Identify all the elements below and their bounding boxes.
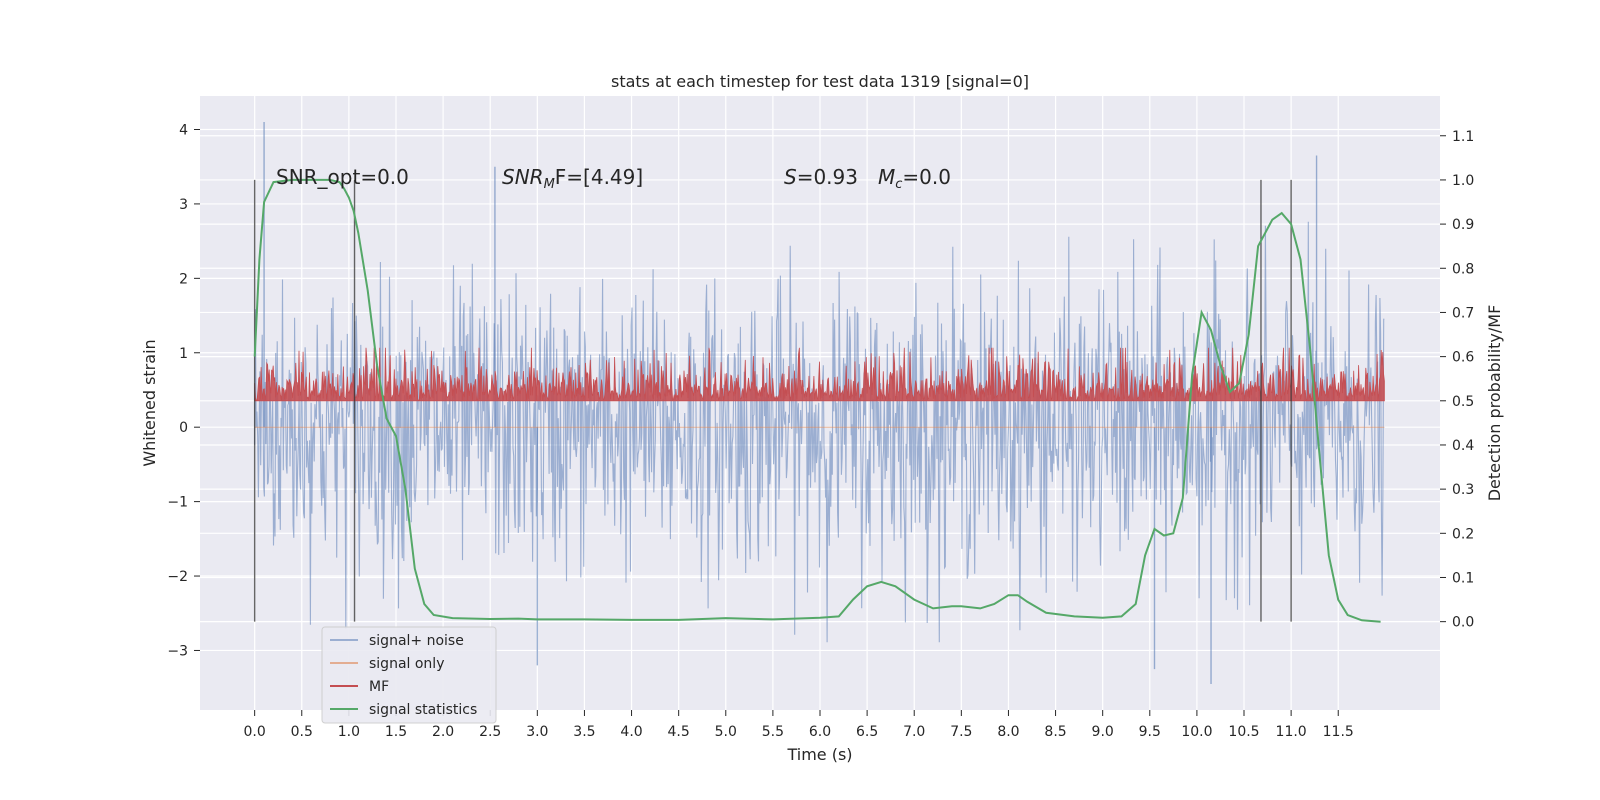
x-axis-label: Time (s)	[786, 745, 852, 764]
y-tick-label: 2	[179, 271, 188, 287]
vertical-markers	[253, 179, 1292, 622]
y-tick-label: 0	[179, 420, 188, 436]
y-axis-label: Whitened strain	[140, 339, 159, 466]
x-tick-label: 11.5	[1323, 724, 1354, 740]
y2-tick-label: 0.5	[1452, 394, 1474, 410]
legend: signal+ noise signal only MF signal stat…	[321, 626, 497, 724]
x-tick-label: 9.0	[1092, 724, 1114, 740]
y-tick-label: −2	[167, 569, 188, 585]
x-tick-label: 3.0	[526, 724, 548, 740]
y-tick-label: −1	[167, 495, 188, 511]
x-tick-label: 2.5	[479, 724, 501, 740]
x-tick-label: 5.5	[762, 724, 784, 740]
y2-tick-label: 1.0	[1452, 173, 1474, 189]
x-tick-label: 7.0	[903, 724, 925, 740]
annotation-mc: Mc=0.0	[878, 165, 951, 192]
x-tick-label: 5.0	[715, 724, 737, 740]
y-tick-label: 3	[179, 197, 188, 213]
x-tick-label: 10.5	[1228, 724, 1259, 740]
x-tick-label: 4.5	[668, 724, 690, 740]
x-tick-label: 10.0	[1181, 724, 1212, 740]
y-axis-right: 0.0 0.1 0.2 0.3 0.4 0.5 0.6 0.7 0.8 0.9 1.0 1.1	[1440, 129, 1474, 631]
signal-statistics-line	[253, 178, 1381, 623]
y-tick-label: 4	[179, 122, 188, 138]
legend-label-mf: MF	[369, 679, 389, 695]
x-tick-label: 11.0	[1276, 724, 1307, 740]
y-axis-left: −3 −2 −1 0 1 2 3 4	[167, 122, 200, 659]
y2-axis-label: Detection probability/MF	[1485, 305, 1504, 502]
signal-noise-line	[254, 221, 1385, 643]
y2-tick-label: 0.0	[1452, 615, 1474, 631]
mf-series	[254, 347, 1385, 402]
legend-label-signal-statistics: signal statistics	[369, 702, 477, 718]
y2-tick-label: 0.4	[1452, 438, 1474, 454]
x-tick-label: 1.0	[338, 724, 360, 740]
x-tick-label: 6.0	[809, 724, 831, 740]
x-tick-label: 8.5	[1044, 724, 1066, 740]
legend-label-signal-only: signal only	[369, 656, 444, 672]
legend-label-signal-noise: signal+ noise	[369, 633, 464, 649]
x-tick-label: 9.5	[1139, 724, 1161, 740]
x-tick-label: 2.0	[432, 724, 454, 740]
x-tick-label: 3.5	[573, 724, 595, 740]
y2-tick-label: 0.8	[1452, 261, 1474, 277]
y2-tick-label: 0.2	[1452, 526, 1474, 542]
x-tick-label: 0.0	[244, 724, 266, 740]
mf-line	[254, 347, 1385, 402]
y2-tick-label: 0.6	[1452, 350, 1474, 366]
x-tick-label: 8.0	[997, 724, 1019, 740]
annotation-s: S=0.93	[784, 165, 858, 189]
x-tick-label: 4.0	[620, 724, 642, 740]
legend-box	[321, 626, 497, 724]
x-axis: 0.0 0.5 1.0 1.5 2.0 2.5 3.0 3.5 4.0 4.5 5.0 5.5 6.0 6…	[244, 710, 1354, 740]
y2-tick-label: 0.1	[1452, 570, 1474, 586]
annotation-snr-opt: SNR_opt=0.0	[276, 165, 409, 189]
x-tick-label: 1.5	[385, 724, 407, 740]
y2-tick-label: 0.3	[1452, 482, 1474, 498]
y-tick-label: −3	[167, 643, 188, 659]
signal-noise-series	[254, 122, 1385, 684]
x-tick-label: 6.5	[856, 724, 878, 740]
signal-statistics-series	[253, 178, 1381, 623]
y2-tick-label: 1.1	[1452, 129, 1474, 145]
annotation-snr-mf: SNRMF=[4.49]	[502, 165, 643, 192]
x-tick-label: 7.5	[950, 724, 972, 740]
y-tick-label: 1	[179, 346, 188, 362]
y2-tick-label: 0.7	[1452, 305, 1474, 321]
x-tick-label: 0.5	[291, 724, 313, 740]
y2-tick-label: 0.9	[1452, 217, 1474, 233]
chart-title: stats at each timestep for test data 131…	[611, 72, 1029, 91]
